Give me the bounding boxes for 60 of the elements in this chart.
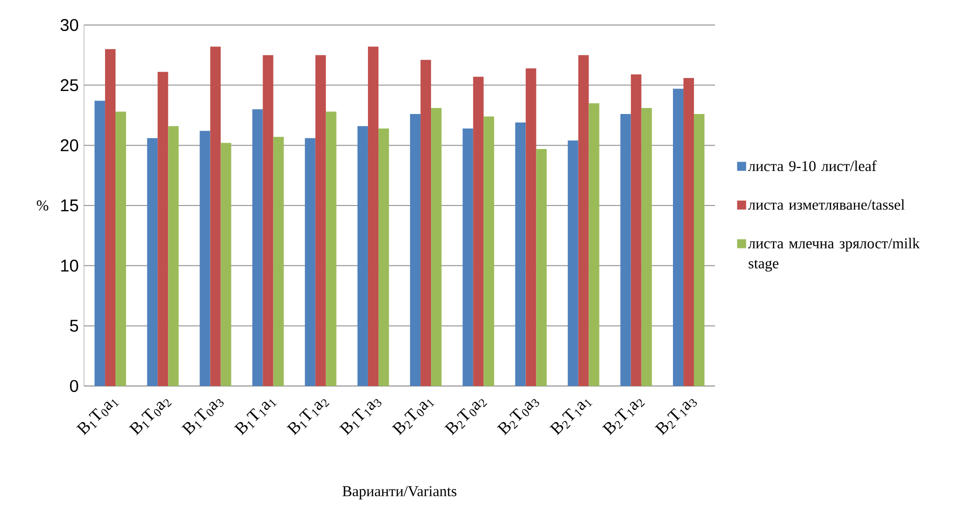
bar [473, 76, 484, 386]
y-tick-label: 0 [70, 380, 78, 392]
bar [694, 114, 704, 386]
y-tick-label: 10 [61, 260, 78, 272]
x-axis-title: Варианти/Variants [342, 486, 456, 500]
y-tick-label: 30 [60, 18, 78, 32]
x-tick-label: B$_{1}$T$_{1}$a$_{1}$ [234, 399, 277, 436]
bar [462, 128, 474, 386]
bar [588, 103, 600, 386]
x-tick-label: B$_{1}$T$_{0}$a$_{2}$ [128, 399, 172, 436]
bar [410, 114, 421, 386]
bar [147, 138, 158, 386]
x-tick-label: B$_{2}$T$_{0}$a$_{1}$ [392, 399, 435, 436]
bar [620, 114, 631, 386]
y-tick-label: 25 [60, 79, 78, 92]
x-tick-label: B$_{2}$T$_{1}$a$_{3}$ [654, 399, 697, 436]
x-tick-label: B$_{2}$T$_{1}$a$_{1}$ [550, 399, 592, 436]
x-tick-label: B$_{2}$T$_{1}$a$_{2}$ [602, 399, 646, 436]
bar [578, 55, 589, 386]
bar [536, 148, 547, 386]
legend-label: листа изметляване/tassel [748, 199, 905, 210]
bar [168, 126, 179, 386]
x-tick-label: B$_{2}$T$_{0}$a$_{2}$ [444, 399, 488, 436]
bar [420, 60, 432, 386]
x-tick-label: B$_{1}$T$_{1}$a$_{3}$ [339, 399, 382, 436]
bar [683, 78, 694, 386]
bar [252, 109, 263, 386]
bar [378, 128, 389, 386]
bar [672, 88, 684, 386]
bar [94, 100, 106, 386]
bar [526, 68, 536, 386]
bar [158, 72, 168, 386]
x-tick-label: B$_{2}$T$_{0}$a$_{3}$ [496, 399, 540, 436]
x-tick-label: B$_{1}$T$_{0}$a$_{3}$ [181, 399, 224, 436]
bar [262, 55, 274, 386]
bar [220, 142, 232, 386]
bar [116, 112, 126, 386]
bar [630, 74, 642, 386]
bar [315, 55, 326, 386]
y-axis-title: % [36, 200, 48, 211]
legend-label: листа млечна зрялост/milk stage [748, 238, 920, 272]
y-tick-label: 5 [70, 320, 78, 332]
bar [273, 136, 284, 386]
y-tick-label: 20 [60, 139, 78, 152]
bar [210, 46, 221, 386]
bar [304, 138, 316, 386]
bar [568, 140, 578, 386]
x-tick-label: B$_{1}$T$_{0}$a$_{1}$ [76, 399, 120, 436]
bar [515, 122, 526, 386]
bar [105, 49, 116, 386]
bar [641, 108, 652, 386]
bar [431, 108, 442, 386]
bar [484, 116, 494, 386]
x-tick-label: B$_{1}$T$_{1}$a$_{2}$ [286, 399, 330, 436]
legend-label: листа 9-10 лист/leaf [748, 160, 877, 172]
bar [357, 126, 368, 386]
bar [326, 112, 336, 386]
bar [200, 130, 210, 386]
bar [368, 46, 378, 386]
y-tick-label: 15 [61, 200, 78, 212]
